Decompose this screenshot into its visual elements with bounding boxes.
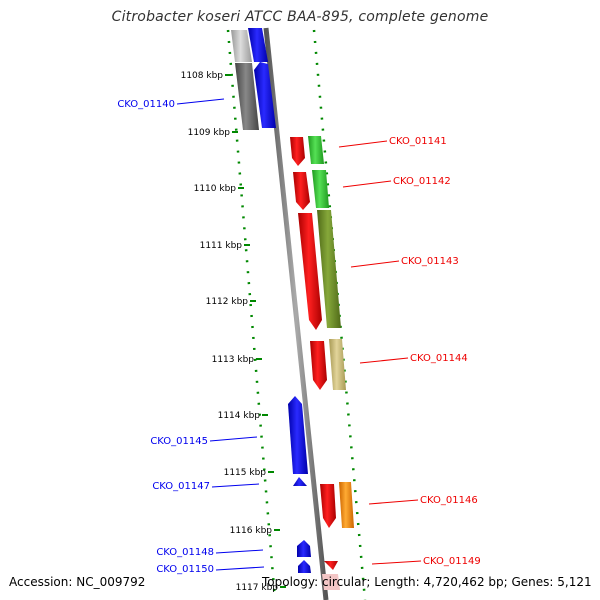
cds-CKO_01145[interactable]: [288, 396, 308, 474]
cds-CKO_01141[interactable]: [290, 137, 305, 166]
cog-block-CKO_01142[interactable]: [312, 170, 329, 208]
gene-label-CKO_01148[interactable]: CKO_01148: [156, 547, 214, 558]
gene-label-CKO_01142[interactable]: CKO_01142: [393, 176, 451, 187]
genome-stats-text: Topology: circular; Length: 4,720,462 bp…: [262, 575, 592, 589]
cds-CKO_01147[interactable]: [293, 477, 307, 486]
label-leader-CKO_01146: [368, 499, 419, 505]
cds-CKO_01143[interactable]: [298, 213, 322, 330]
cog-block-gray-top[interactable]: [231, 30, 252, 62]
kbp-tick-label: 1113 kbp: [212, 355, 255, 365]
kbp-tick-label: 1114 kbp: [218, 411, 261, 421]
accession-text: Accession: NC_009792: [9, 575, 146, 589]
label-leader-CKO_01142: [342, 180, 392, 188]
cds-CKO_01148[interactable]: [297, 540, 311, 557]
gene-labels: CKO_01140 CKO_01141 CKO_01142 CKO_01143 CKO_…: [117, 98, 481, 575]
cog-block-CKO_01143[interactable]: [317, 210, 341, 328]
kbp-tick-label: 1110 kbp: [194, 184, 237, 194]
label-leader-CKO_01147: [211, 483, 260, 488]
cds-CKO_01142[interactable]: [293, 172, 310, 210]
cog-block-CKO_01144[interactable]: [329, 339, 346, 390]
gene-label-CKO_01143[interactable]: CKO_01143: [401, 256, 459, 267]
cog-block-CKO_01141[interactable]: [308, 136, 324, 164]
gene-label-CKO_01145[interactable]: CKO_01145: [150, 436, 208, 447]
label-leader-CKO_01145: [209, 436, 258, 442]
kbp-tick-label: 1108 kbp: [181, 71, 224, 81]
cds-CKO_01144[interactable]: [310, 341, 327, 390]
kbp-tick-label: 1111 kbp: [200, 241, 243, 251]
label-leader-CKO_01150: [215, 566, 265, 571]
gene-label-CKO_01147[interactable]: CKO_01147: [152, 481, 210, 492]
gene-label-CKO_01150[interactable]: CKO_01150: [156, 564, 214, 575]
label-leader-CKO_01149: [371, 560, 422, 565]
kbp-ruler: 1108 kbp 1109 kbp 1110 kbp 1111 kbp 1112 kbp…: [181, 71, 286, 593]
cog-block-CKO_01140[interactable]: [235, 63, 259, 130]
cog-block-faded-bottom: [322, 574, 340, 590]
gene-label-CKO_01144[interactable]: CKO_01144: [410, 353, 468, 364]
label-leader-CKO_01148: [215, 549, 264, 554]
gene-label-CKO_01141[interactable]: CKO_01141: [389, 136, 447, 147]
genome-backbone: [263, 27, 329, 600]
kbp-tick-label: 1115 kbp: [224, 468, 267, 478]
gene-label-CKO_01149[interactable]: CKO_01149: [423, 556, 481, 567]
map-title: Citrobacter koseri ATCC BAA-895, complet…: [111, 9, 489, 25]
kbp-tick-label: 1117 kbp: [236, 583, 279, 593]
cog-block-CKO_01146[interactable]: [339, 482, 354, 528]
label-leader-CKO_01141: [338, 140, 388, 148]
cds-CKO_01149[interactable]: [324, 561, 338, 570]
kbp-tick-label: 1116 kbp: [230, 526, 273, 536]
label-leader-CKO_01140: [176, 98, 225, 105]
label-leader-CKO_01144: [359, 357, 409, 364]
kbp-tick-label: 1112 kbp: [206, 297, 249, 307]
gene-label-CKO_01146[interactable]: CKO_01146: [420, 495, 478, 506]
cds-CKO_01150[interactable]: [298, 560, 311, 573]
label-leader-CKO_01143: [350, 260, 400, 268]
cds-CKO_01146[interactable]: [320, 484, 336, 528]
cds-CKO_01140[interactable]: [254, 62, 276, 128]
cds-reverse-top[interactable]: [248, 28, 268, 62]
gene-label-CKO_01140[interactable]: CKO_01140: [117, 99, 175, 110]
kbp-tick-label: 1109 kbp: [188, 128, 231, 138]
